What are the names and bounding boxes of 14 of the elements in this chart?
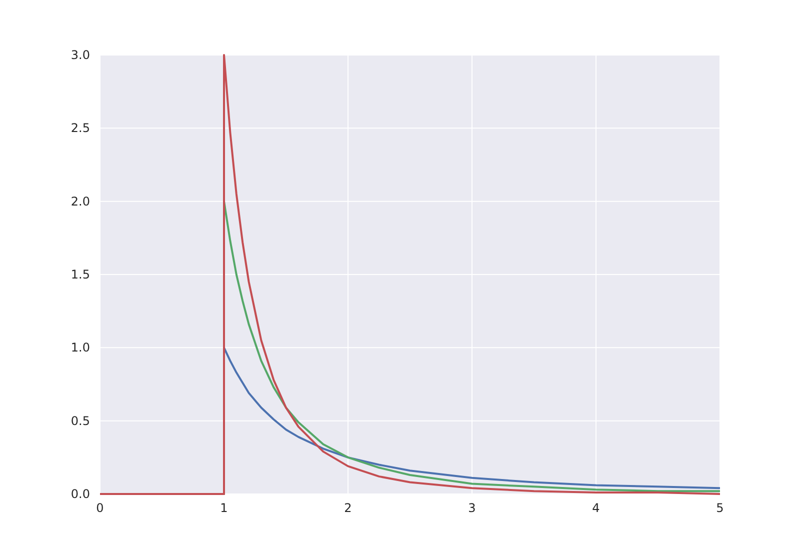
y-tick-label: 2.0 bbox=[70, 194, 90, 208]
x-tick-label: 4 bbox=[592, 501, 600, 515]
x-tick-label: 1 bbox=[220, 501, 228, 515]
line-series bbox=[99, 54, 721, 495]
y-tick-label: 1.5 bbox=[70, 268, 90, 282]
y-tick-label: 0.0 bbox=[70, 487, 90, 501]
y-tick-label: 2.5 bbox=[70, 121, 90, 136]
y-tick-label: 1.0 bbox=[70, 340, 90, 355]
y-tick-label: 3.0 bbox=[70, 48, 90, 62]
x-tick-label: 2 bbox=[344, 501, 352, 515]
y-tick-label: 0.5 bbox=[70, 414, 90, 428]
x-tick-label: 5 bbox=[716, 501, 724, 515]
x-tick-label: 0 bbox=[96, 501, 104, 515]
x-tick-label: 3 bbox=[468, 501, 476, 515]
